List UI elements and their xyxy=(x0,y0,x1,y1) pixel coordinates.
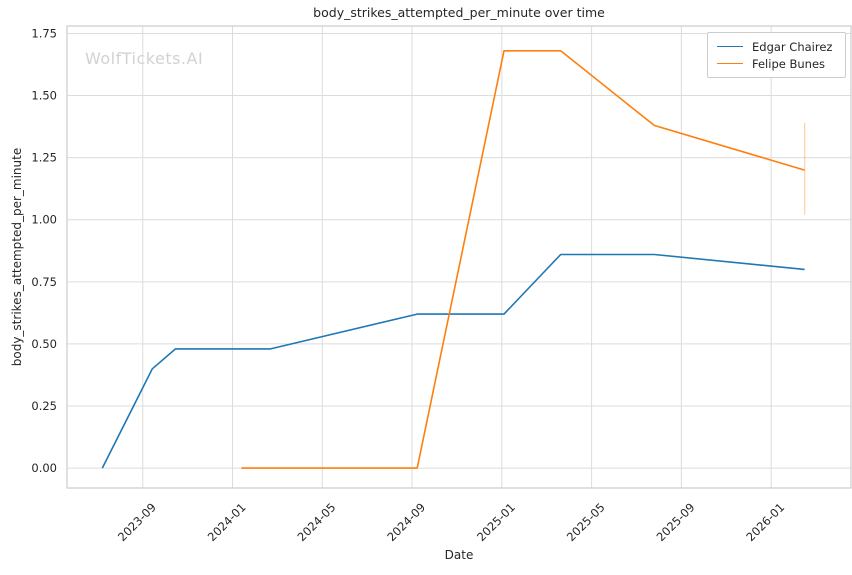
x-tick-label: 2025-01 xyxy=(474,500,518,544)
legend-label: Edgar Chairez xyxy=(752,39,833,54)
y-tick-label: 1.75 xyxy=(31,26,57,40)
x-tick-label: 2025-09 xyxy=(654,500,698,544)
legend-label: Felipe Bunes xyxy=(752,56,826,71)
legend: Edgar Chairez Felipe Bunes xyxy=(707,32,846,78)
series-line-edgar-chairez xyxy=(101,253,805,469)
x-tick-label: 2024-01 xyxy=(205,500,249,544)
x-axis-label: Date xyxy=(444,548,474,562)
series-line-felipe-bunes xyxy=(241,49,805,469)
x-tick-label: 2024-05 xyxy=(295,500,339,544)
x-tick-label: 2025-05 xyxy=(564,500,608,544)
legend-item-felipe-bunes: Felipe Bunes xyxy=(717,55,838,72)
x-tick-label: 2026-01 xyxy=(743,500,787,544)
chart-title: body_strikes_attempted_per_minute over t… xyxy=(313,5,605,20)
x-tick-label: 2023-09 xyxy=(115,500,159,544)
legend-line-sample-blue xyxy=(717,46,743,47)
y-tick-label: 0.00 xyxy=(31,461,57,475)
y-tick-label: 1.25 xyxy=(31,151,57,165)
y-tick-label: 0.25 xyxy=(31,399,57,413)
legend-item-edgar-chairez: Edgar Chairez xyxy=(717,38,838,55)
y-axis-label: body_strikes_attempted_per_minute xyxy=(10,147,24,367)
y-tick-label: 1.50 xyxy=(31,89,57,103)
legend-line-sample-orange xyxy=(717,63,743,64)
plot-border xyxy=(66,25,852,489)
y-tick-label: 1.00 xyxy=(31,213,57,227)
y-tick-label: 0.50 xyxy=(31,337,57,351)
x-tick-label: 2024-09 xyxy=(384,500,428,544)
y-tick-label: 0.75 xyxy=(31,275,57,289)
watermark: WolfTickets.AI xyxy=(85,49,204,68)
